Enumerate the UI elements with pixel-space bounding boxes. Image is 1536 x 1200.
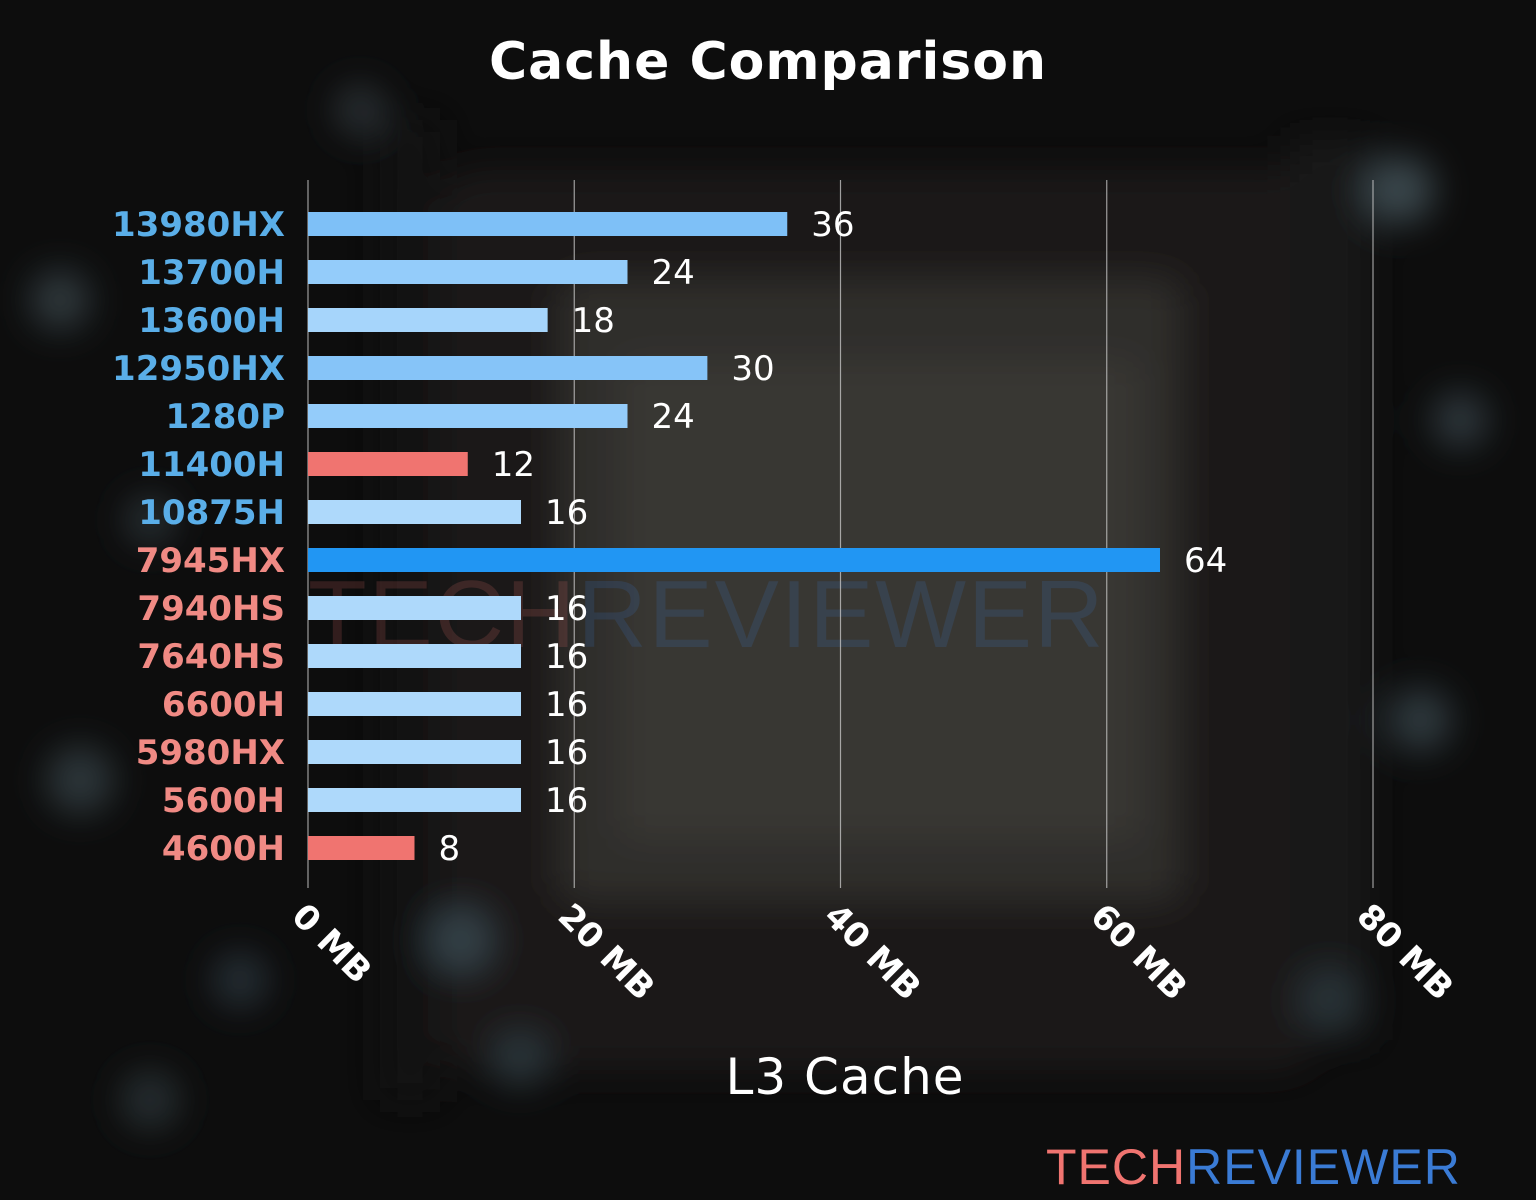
brand-logo: TECHREVIEWER: [1046, 1138, 1461, 1196]
bar: [308, 212, 788, 236]
value-label: 16: [545, 733, 588, 773]
bar: [308, 692, 521, 716]
category-label: 13980HX: [112, 205, 285, 245]
x-tick-label: 0 MB: [284, 896, 380, 992]
x-tick-label: 80 MB: [1349, 896, 1461, 1008]
bar: [308, 740, 521, 764]
bar: [308, 500, 521, 524]
value-label: 18: [572, 301, 615, 341]
bar: [308, 836, 415, 860]
value-label: 16: [545, 685, 588, 725]
category-label: 11400H: [138, 445, 285, 485]
category-label: 10875H: [138, 493, 285, 533]
chart-title: Cache Comparison: [488, 32, 1047, 92]
bar: [308, 596, 521, 620]
gridlines: [307, 180, 1374, 888]
category-label: 5980HX: [136, 733, 285, 773]
value-label: 36: [811, 205, 854, 245]
value-label: 16: [545, 589, 588, 629]
bar: [308, 260, 628, 284]
x-tick-labels: 0 MB 20 MB 40 MB 60 MB 80 MB: [284, 896, 1461, 1008]
bar: [308, 308, 548, 332]
category-label: 13700H: [138, 253, 285, 293]
bar: [308, 356, 708, 380]
bar: [308, 788, 521, 812]
category-label: 4600H: [162, 829, 285, 869]
category-label: 7945HX: [136, 541, 285, 581]
value-label: 12: [492, 445, 535, 485]
bar: [308, 548, 1160, 572]
value-label: 24: [652, 253, 695, 293]
brand-logo-part1: TECH: [1046, 1139, 1187, 1195]
bars: [308, 212, 1160, 860]
category-label: 7640HS: [137, 637, 285, 677]
x-tick-label: 20 MB: [550, 896, 662, 1008]
value-label: 24: [652, 397, 695, 437]
value-label: 16: [545, 637, 588, 677]
category-labels: 13980HX 13700H 13600H 12950HX 1280P 11400H 108…: [112, 205, 285, 869]
x-axis-label: L3 Cache: [725, 1048, 964, 1106]
category-label: 1280P: [165, 397, 285, 437]
category-label: 7940HS: [137, 589, 285, 629]
x-tick-label: 40 MB: [816, 896, 928, 1008]
value-label: 64: [1184, 541, 1227, 581]
category-label: 6600H: [162, 685, 285, 725]
value-label: 16: [545, 493, 588, 533]
category-label: 12950HX: [112, 349, 285, 389]
value-label: 8: [439, 829, 461, 869]
value-label: 30: [731, 349, 774, 389]
x-tick-label: 60 MB: [1082, 896, 1194, 1008]
bar: [308, 644, 521, 668]
brand-logo-part2: REVIEWER: [1186, 1139, 1461, 1195]
value-label: 16: [545, 781, 588, 821]
category-label: 5600H: [162, 781, 285, 821]
bar: [308, 452, 468, 476]
category-label: 13600H: [138, 301, 285, 341]
bar: [308, 404, 628, 428]
